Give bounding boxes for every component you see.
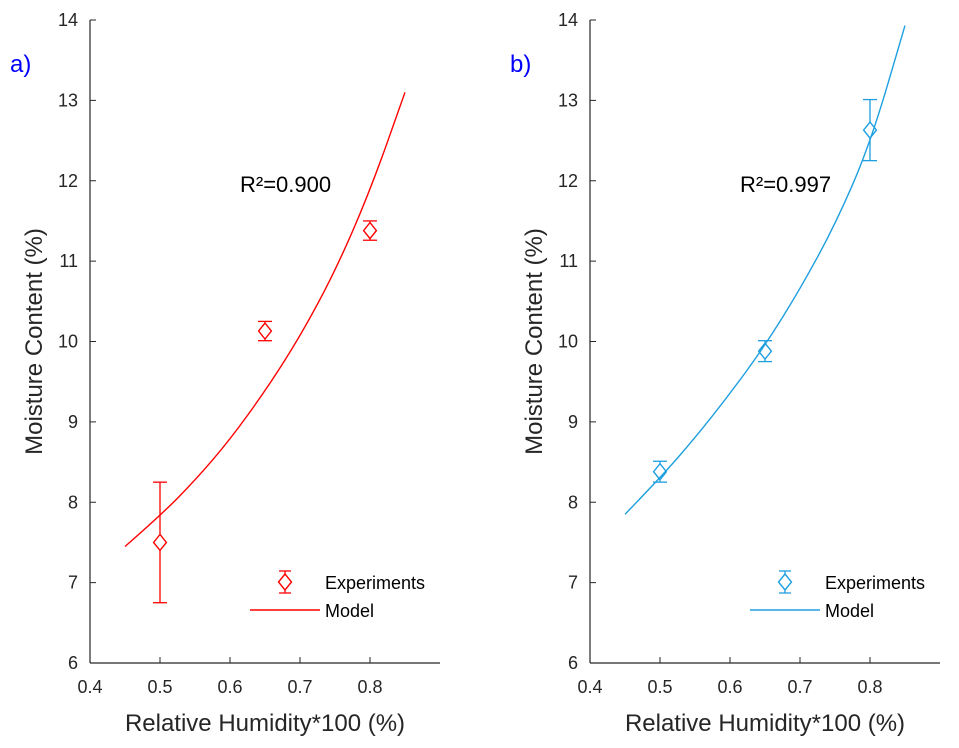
y-tick-label: 10	[558, 332, 578, 352]
legend-diamond-marker	[277, 572, 293, 592]
r-squared-annotation: R²=0.900	[240, 172, 331, 197]
panel-label: a)	[10, 51, 31, 78]
y-tick-label: 7	[568, 573, 578, 593]
x-tick-label: 0.6	[217, 677, 242, 697]
y-tick-label: 12	[58, 171, 78, 191]
x-tick-label: 0.4	[577, 677, 602, 697]
data-point-marker	[862, 120, 878, 140]
model-curve	[624, 25, 906, 515]
y-tick-label: 8	[68, 492, 78, 512]
y-axis-title: Moisture Content (%)	[21, 228, 48, 455]
data-point-marker	[652, 462, 668, 481]
model-curve	[124, 92, 406, 548]
data-point-marker	[362, 221, 378, 240]
x-axis-title: Relative Humidity*100 (%)	[125, 710, 405, 737]
x-tick-label: 0.5	[147, 677, 172, 697]
y-tick-label: 11	[559, 251, 578, 271]
data-point-marker	[152, 533, 168, 552]
y-tick-label: 14	[58, 10, 78, 30]
legend-label-model: Model	[325, 601, 374, 621]
legend-label-model: Model	[825, 601, 874, 621]
x-tick-label: 0.6	[717, 677, 742, 697]
x-tick-label: 0.5	[647, 677, 672, 697]
legend-label-experiments: Experiments	[825, 573, 925, 593]
y-tick-label: 14	[558, 10, 578, 30]
panel-b: 0.4 0.5 0.6 0.7 0.8 6 7 8 9 10 11 12 13 14 Relative Hu…	[510, 10, 940, 737]
x-axis-title: Relative Humidity*100 (%)	[625, 710, 905, 737]
y-tick-label: 11	[59, 251, 78, 271]
y-tick-label: 6	[568, 653, 578, 673]
y-axis-title: Moisture Content (%)	[521, 228, 548, 455]
x-tick-label: 0.8	[857, 677, 882, 697]
r-squared-annotation: R²=0.997	[740, 172, 831, 197]
y-tick-label: 9	[568, 412, 578, 432]
x-tick-label: 0.4	[77, 677, 102, 697]
y-tick-label: 8	[568, 492, 578, 512]
y-tick-label: 13	[558, 90, 578, 110]
data-point-marker	[757, 342, 773, 361]
panel-a: 0.4 0.5 0.6 0.7 0.8 6 7 8 9 10 11 12 13 14 Relative Hu…	[10, 10, 440, 737]
x-tick-label: 0.8	[357, 677, 382, 697]
legend-diamond-marker	[777, 572, 793, 592]
y-tick-label: 12	[558, 171, 578, 191]
y-tick-label: 6	[68, 653, 78, 673]
x-tick-label: 0.7	[287, 677, 312, 697]
y-tick-label: 9	[68, 412, 78, 432]
y-tick-label: 13	[58, 90, 78, 110]
x-tick-label: 0.7	[787, 677, 812, 697]
y-tick-label: 7	[68, 573, 78, 593]
data-point-marker	[257, 321, 273, 341]
panel-label: b)	[510, 51, 531, 78]
y-tick-label: 10	[58, 332, 78, 352]
legend-label-experiments: Experiments	[325, 573, 425, 593]
